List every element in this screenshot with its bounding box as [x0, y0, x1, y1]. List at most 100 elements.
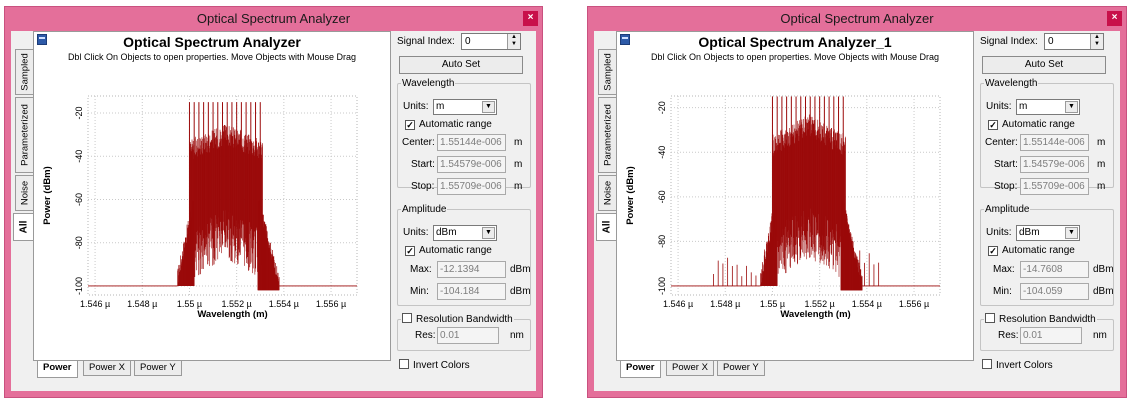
y-axis-label: Power (dBm): [625, 166, 636, 225]
amplitude-auto-range[interactable]: ✓ Automatic range: [988, 245, 1075, 256]
checkbox-unchecked-icon[interactable]: [402, 313, 412, 323]
checkbox-unchecked-icon[interactable]: [985, 313, 995, 323]
chevron-down-icon: ▼: [482, 101, 495, 113]
center-field[interactable]: 1.55144e-006: [437, 134, 506, 151]
auto-set-button[interactable]: Auto Set: [399, 56, 523, 74]
x-tick-label: 1.546 µ: [663, 299, 693, 309]
x-tick-label: 1.556 µ: [899, 299, 929, 309]
y-tick-label: -20: [657, 101, 667, 114]
amplitude-legend: Amplitude: [402, 204, 447, 215]
invert-colors[interactable]: Invert Colors: [982, 359, 1053, 371]
resolution-legend[interactable]: Resolution Bandwidth: [401, 313, 514, 325]
tab-parameterized[interactable]: Parameterized: [15, 97, 33, 173]
res-field[interactable]: 0.01: [1020, 327, 1082, 344]
max-field[interactable]: -12.1394: [437, 261, 506, 278]
spin-down-icon[interactable]: ▼: [511, 41, 517, 47]
amplitude-units-select[interactable]: dBm ▼: [1016, 225, 1080, 241]
y-tick-label: -20: [74, 106, 84, 119]
spin-up-icon[interactable]: ▲: [511, 34, 517, 40]
wavelength-units-label: Units:: [986, 101, 1012, 112]
tab-parameterized[interactable]: Parameterized: [598, 97, 616, 173]
tab-power-y[interactable]: Power Y: [717, 361, 765, 376]
spectrum-series: [88, 102, 357, 291]
y-tick-label: -80: [657, 235, 667, 248]
tab-power-y[interactable]: Power Y: [134, 361, 182, 376]
start-label: Start:: [994, 159, 1018, 170]
res-unit: nm: [510, 330, 524, 341]
tab-noise[interactable]: Noise: [598, 175, 616, 211]
signal-index-spinner[interactable]: 0 ▲ ▼: [1044, 33, 1104, 50]
window-title: Optical Spectrum Analyzer: [196, 11, 351, 26]
tab-power-x[interactable]: Power X: [666, 361, 714, 376]
x-tick-label: 1.55 µ: [760, 299, 785, 309]
tab-power-x[interactable]: Power X: [83, 361, 131, 376]
signal-index-spinner[interactable]: 0 ▲ ▼: [461, 33, 521, 50]
invert-colors[interactable]: Invert Colors: [399, 359, 470, 371]
min-unit: dBm: [1093, 286, 1114, 297]
stop-label: Stop:: [411, 181, 435, 192]
tab-power[interactable]: Power: [37, 361, 78, 378]
wavelength-auto-range[interactable]: ✓ Automatic range: [988, 119, 1075, 130]
y-tick-label: -60: [657, 190, 667, 203]
x-tick-label: 1.548 µ: [710, 299, 740, 309]
amplitude-units-label: Units:: [986, 227, 1012, 238]
stop-field[interactable]: 1.55709e-006: [437, 178, 506, 195]
x-tick-label: 1.556 µ: [316, 299, 346, 309]
spectrum-chart[interactable]: 1.546 µ 1.548 µ 1.55 µ 1.552 µ 1.554 µ 1.556 …: [617, 32, 973, 342]
y-tick-label: -60: [74, 193, 84, 206]
osa-window-2: Optical Spectrum Analyzer × Sampled Para…: [587, 6, 1127, 398]
amplitude-group: Amplitude: [980, 204, 1114, 306]
resolution-legend[interactable]: Resolution Bandwidth: [984, 313, 1097, 325]
x-tick-label: 1.554 µ: [269, 299, 299, 309]
min-unit: dBm: [510, 286, 531, 297]
checkbox-unchecked-icon[interactable]: [982, 359, 992, 369]
start-unit: m: [1097, 159, 1106, 170]
res-field[interactable]: 0.01: [437, 327, 499, 344]
wavelength-auto-range[interactable]: ✓ Automatic range: [405, 119, 492, 130]
tab-all[interactable]: All: [13, 213, 33, 241]
checkbox-checked-icon[interactable]: ✓: [988, 246, 998, 256]
checkbox-checked-icon[interactable]: ✓: [405, 246, 415, 256]
signal-index-label: Signal Index:: [397, 36, 455, 47]
stop-field[interactable]: 1.55709e-006: [1020, 178, 1089, 195]
min-field[interactable]: -104.184: [437, 283, 506, 300]
max-field[interactable]: -14.7608: [1020, 261, 1089, 278]
tab-all[interactable]: All: [596, 213, 616, 241]
checkbox-checked-icon[interactable]: ✓: [988, 120, 998, 130]
resolution-group: Resolution Bandwidth: [397, 313, 531, 351]
tab-noise[interactable]: Noise: [15, 175, 33, 211]
start-unit: m: [514, 159, 523, 170]
spectrum-chart[interactable]: 1.546 µ 1.548 µ 1.55 µ 1.552 µ 1.554 µ 1.556 …: [34, 32, 390, 342]
start-field[interactable]: 1.54579e-006: [1020, 156, 1089, 173]
spin-up-icon[interactable]: ▲: [1094, 34, 1100, 40]
spin-down-icon[interactable]: ▼: [1094, 41, 1100, 47]
res-label: Res:: [998, 330, 1019, 341]
amplitude-units-select[interactable]: dBm ▼: [433, 225, 497, 241]
checkbox-checked-icon[interactable]: ✓: [405, 120, 415, 130]
close-button[interactable]: ×: [523, 11, 538, 26]
close-button[interactable]: ×: [1107, 11, 1122, 26]
plot-title: Optical Spectrum Analyzer: [123, 34, 301, 50]
wavelength-units-select[interactable]: m ▼: [1016, 99, 1080, 115]
analyzer-icon: [37, 34, 47, 45]
tab-sampled[interactable]: Sampled: [598, 49, 616, 95]
tab-power[interactable]: Power: [620, 361, 661, 378]
min-field[interactable]: -104.059: [1020, 283, 1089, 300]
plot-panel[interactable]: Optical Spectrum Analyzer Dbl Click On O…: [33, 31, 391, 361]
start-field[interactable]: 1.54579e-006: [437, 156, 506, 173]
max-unit: dBm: [1093, 264, 1114, 275]
stop-unit: m: [1097, 181, 1106, 192]
checkbox-unchecked-icon[interactable]: [399, 359, 409, 369]
center-field[interactable]: 1.55144e-006: [1020, 134, 1089, 151]
min-label: Min:: [993, 286, 1012, 297]
auto-set-button[interactable]: Auto Set: [982, 56, 1106, 74]
plot-hint: Dbl Click On Objects to open properties.…: [67, 52, 357, 62]
x-tick-label: 1.552 µ: [222, 299, 252, 309]
max-label: Max:: [993, 264, 1015, 275]
resolution-group: Resolution Bandwidth: [980, 313, 1114, 351]
amplitude-auto-range[interactable]: ✓ Automatic range: [405, 245, 492, 256]
plot-panel[interactable]: Optical Spectrum Analyzer_1 Dbl Click On…: [616, 31, 974, 361]
tab-sampled[interactable]: Sampled: [15, 49, 33, 95]
wavelength-units-select[interactable]: m ▼: [433, 99, 497, 115]
stop-label: Stop:: [994, 181, 1018, 192]
